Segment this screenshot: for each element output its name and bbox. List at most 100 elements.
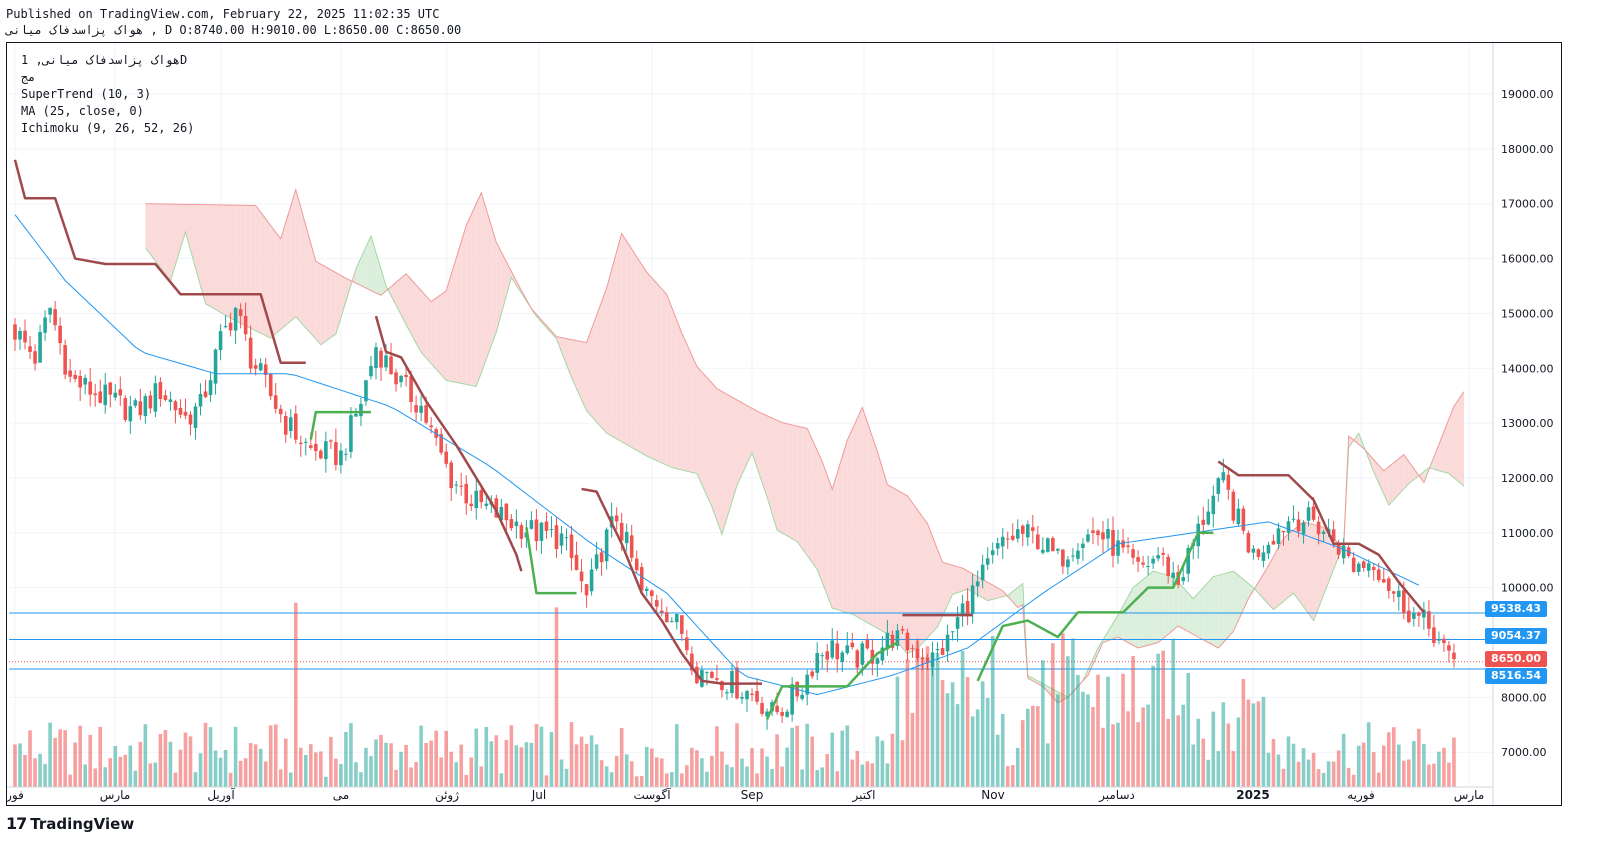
volume-bar [1096, 674, 1100, 787]
candle-body [314, 443, 318, 452]
candle-body [474, 490, 479, 509]
volume-bar [489, 741, 494, 787]
candle-body [309, 445, 313, 448]
volume-bar [760, 748, 764, 787]
volume-bar [23, 754, 27, 787]
ichimoku-cloud-segment [360, 246, 366, 289]
candle-body [1126, 545, 1130, 547]
volume-bar [569, 722, 574, 787]
volume-bar [1081, 691, 1085, 787]
candle-body [895, 630, 900, 646]
candle-body [288, 417, 293, 432]
candle-body [1116, 540, 1120, 556]
volume-bar [1226, 723, 1231, 787]
candle-body [329, 440, 333, 442]
volume-bar [13, 744, 17, 787]
legend-indicator-ma[interactable]: MA (25, close, 0) [21, 104, 144, 118]
volume-bar [1131, 655, 1135, 787]
x-tick-label: دسامبر [1098, 788, 1135, 803]
ichimoku-cloud-segment [872, 436, 878, 629]
candle-body [1066, 559, 1070, 568]
candle-body [1211, 495, 1216, 515]
candle-body [499, 507, 504, 521]
volume-bar [1321, 772, 1326, 787]
volume-bar [208, 727, 213, 787]
ichimoku-cloud-segment [912, 502, 918, 652]
volume-bar [1041, 660, 1045, 787]
candle-body [263, 364, 268, 375]
candle-body [1091, 530, 1095, 533]
ichimoku-cloud-segment [676, 320, 682, 470]
ichimoku-cloud-segment [1168, 575, 1174, 635]
candle-body [544, 521, 549, 531]
candle-body [1296, 519, 1301, 532]
candle-body [1061, 549, 1065, 567]
volume-bar [359, 772, 363, 787]
legend-subtitle: مج [21, 70, 36, 84]
chart-frame[interactable]: 19000.00 18000.00 17000.00 16000.00 15000.00… [6, 42, 1562, 806]
candle-body [1397, 590, 1401, 598]
volume-bar [454, 762, 459, 787]
candle-body [334, 442, 338, 465]
candle-body [464, 483, 469, 504]
ichimoku-cloud-segment [1288, 530, 1294, 598]
price-chart[interactable]: 19000.00 18000.00 17000.00 16000.00 15000.00… [7, 43, 1561, 805]
volume-bar [554, 607, 559, 787]
volume-bar [1331, 761, 1336, 787]
candle-body [223, 326, 228, 328]
candle-body [243, 315, 248, 335]
ichimoku-cloud-segment [752, 408, 758, 468]
volume-bar [253, 744, 258, 787]
volume-bar [549, 731, 554, 787]
legend-indicator-supertrend[interactable]: SuperTrend (10, 3) [21, 87, 152, 101]
volume-bar [1447, 762, 1451, 787]
volume-bar [464, 774, 469, 787]
candle-body [208, 380, 213, 396]
candle-body [1241, 508, 1246, 531]
ichimoku-cloud-segment [180, 204, 186, 249]
ichimoku-cloud-segment [847, 429, 853, 615]
volume-bar [1326, 761, 1331, 787]
candle-body [1151, 558, 1155, 564]
volume-bar [1136, 722, 1140, 787]
legend-indicator-ichimoku[interactable]: Ichimoku (9, 26, 52, 26) [21, 121, 195, 135]
ichimoku-cloud-segment [255, 205, 261, 334]
volume-bar [1025, 708, 1030, 787]
ichimoku-cloud-segment [486, 209, 492, 360]
volume-bar [153, 762, 158, 787]
volume-bar [53, 737, 57, 787]
ichimoku-cloud-segment [335, 272, 341, 335]
x-tick-label: Nov [981, 788, 1004, 802]
candle-body [494, 498, 499, 518]
candle-body [1276, 528, 1281, 544]
volume-bar [1166, 718, 1170, 787]
candle-body [1086, 534, 1090, 542]
volume-bar [414, 762, 418, 787]
volume-bar [1000, 713, 1005, 787]
volume-bar [750, 748, 754, 787]
candle-body [469, 503, 474, 507]
candle-body [815, 652, 820, 673]
volume-bar [1181, 704, 1186, 787]
volume-bar [740, 758, 744, 787]
candle-body [1046, 538, 1050, 552]
volume-bar [1206, 759, 1211, 787]
candle-body [990, 550, 995, 555]
candle-body [1136, 557, 1140, 562]
candle-body [43, 317, 47, 333]
ichimoku-cloud-segment [1388, 462, 1394, 506]
volume-bar [48, 722, 52, 787]
candle-body [1381, 579, 1386, 583]
candle-body [283, 415, 288, 435]
candle-body [685, 637, 689, 651]
ichimoku-cloud-segment [305, 225, 311, 334]
volume-bar [609, 772, 614, 787]
candle-body [1251, 548, 1256, 553]
candle-body [805, 674, 809, 695]
volume-bar [1231, 751, 1236, 787]
volume-bar [1442, 747, 1446, 787]
volume-bar [765, 756, 769, 787]
volume-bar [98, 726, 103, 787]
volume-bar [293, 602, 298, 787]
candle-body [1432, 627, 1436, 644]
